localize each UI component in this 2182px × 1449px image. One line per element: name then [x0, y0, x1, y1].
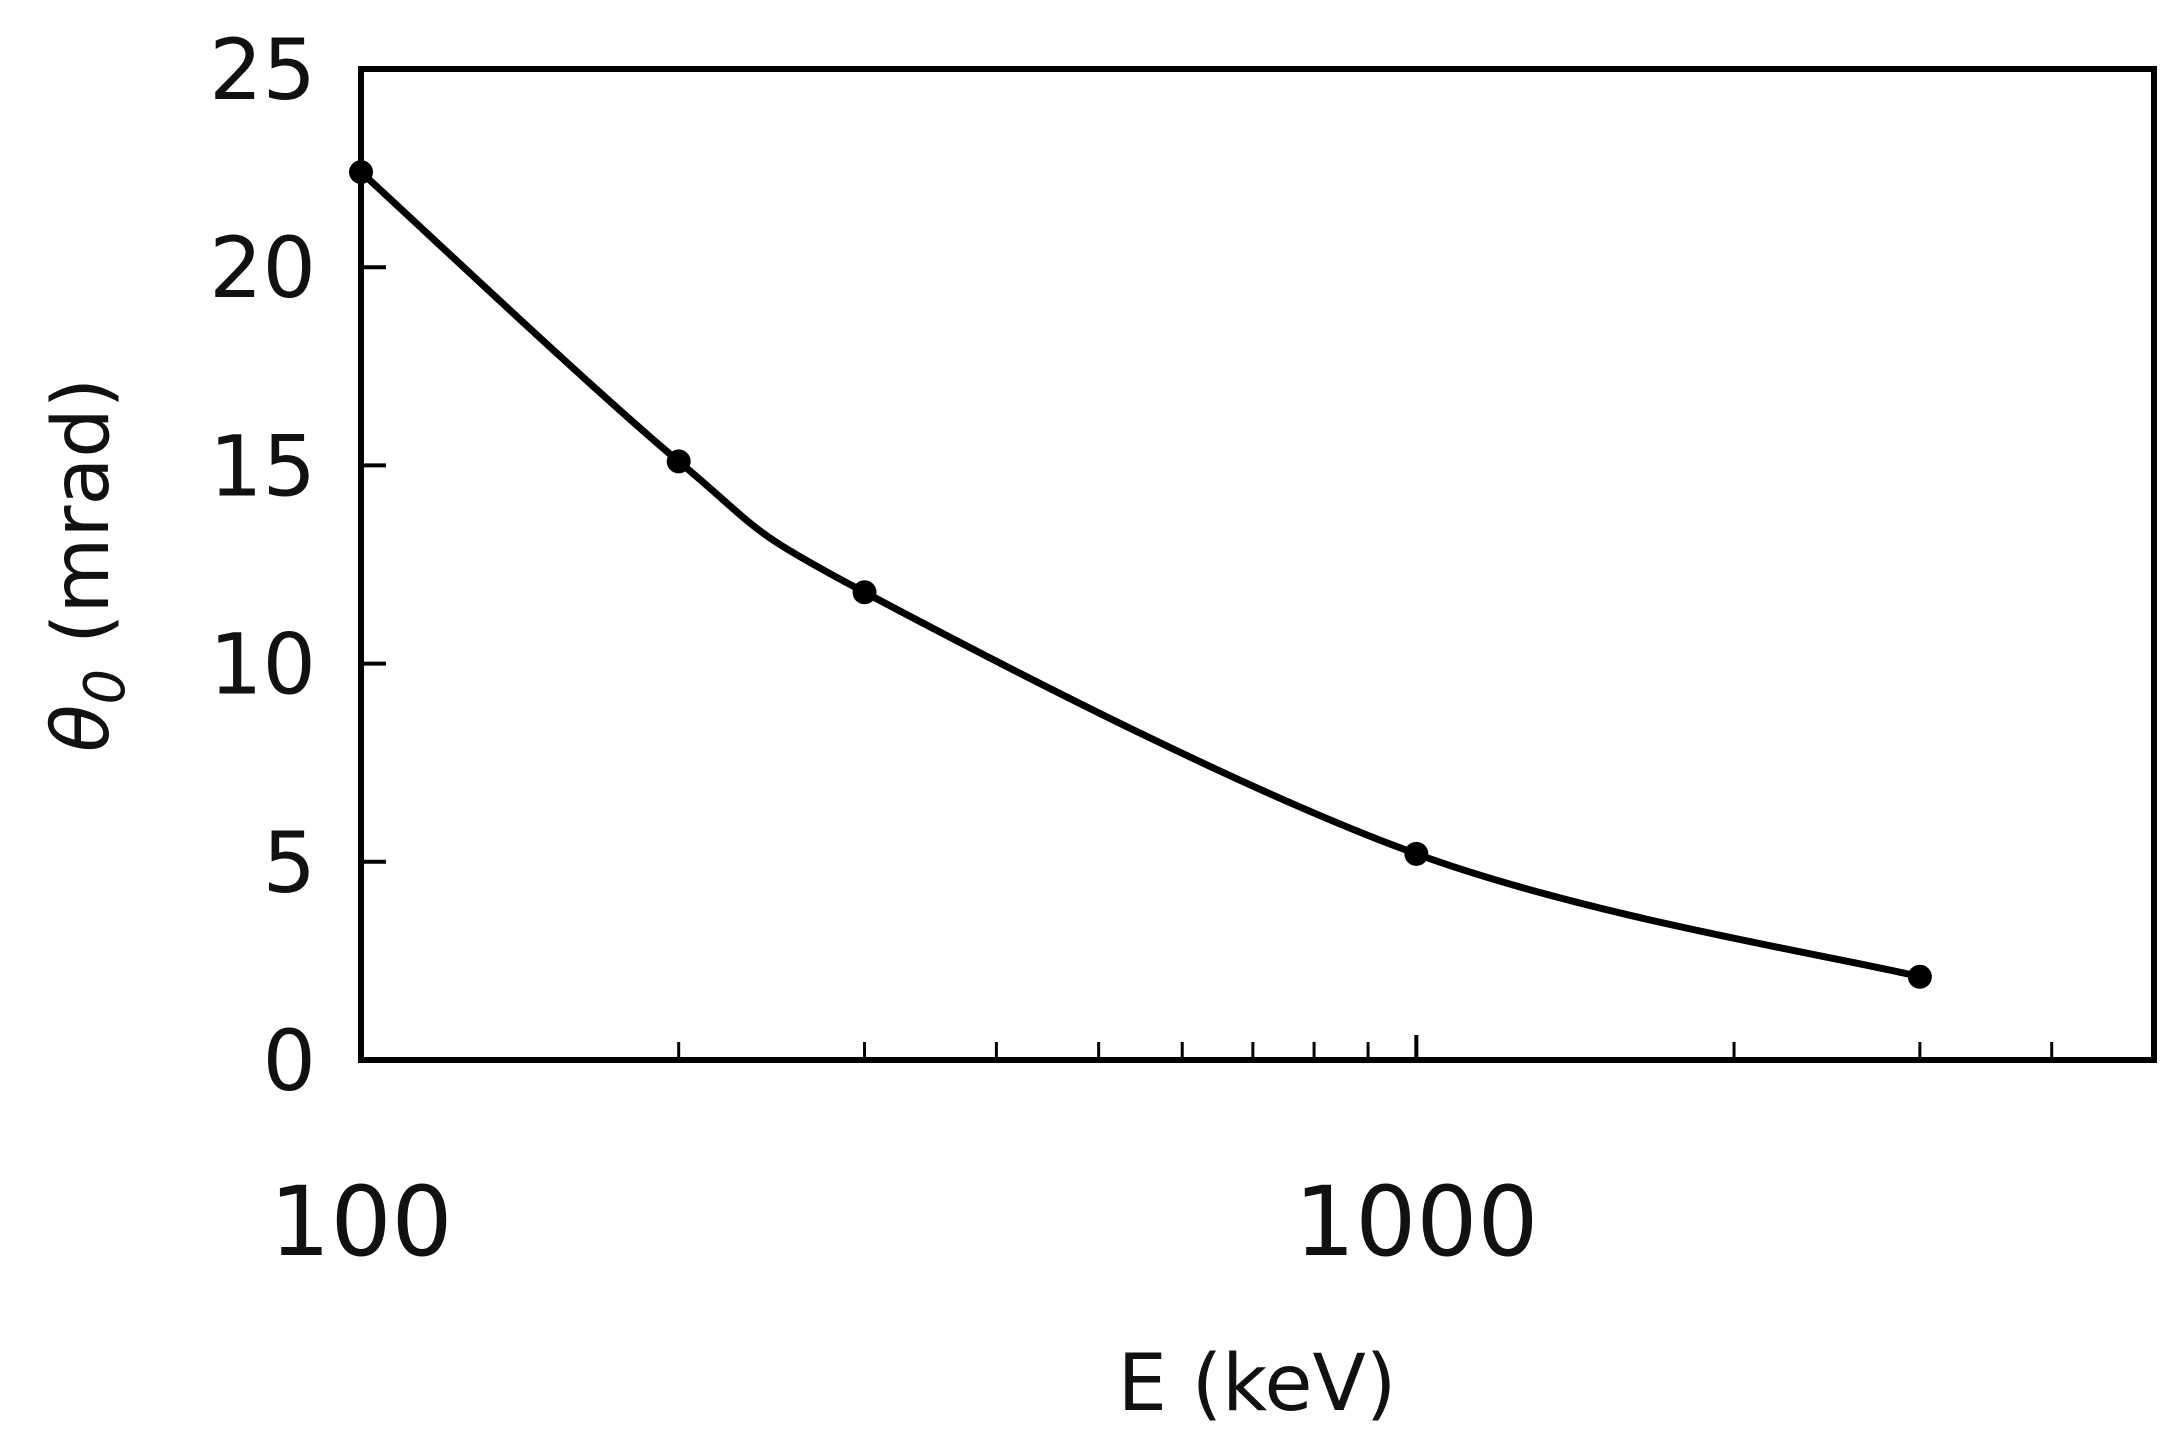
- data-point: [349, 160, 373, 185]
- y-axis-subscript: 0: [73, 669, 138, 705]
- data-point: [852, 580, 877, 605]
- y-tick-label: 25: [209, 21, 316, 119]
- y-tick-label: 20: [209, 219, 316, 317]
- y-tick-label: 10: [209, 616, 316, 714]
- data-point: [1907, 964, 1932, 989]
- x-axis-title: E (keV): [1118, 1339, 1397, 1429]
- y-tick-label: 5: [263, 814, 316, 912]
- x-tick-label: 1000: [1294, 1166, 1538, 1278]
- y-axis: 0 5 10 15 20 25: [209, 21, 386, 1110]
- y-axis-unit: (mrad): [37, 378, 127, 669]
- x-axis: 100 1000: [269, 1035, 2054, 1278]
- plot-area: [358, 66, 2157, 1063]
- y-axis-title: θ0 (mrad): [37, 378, 138, 752]
- y-tick-label: 0: [263, 1012, 316, 1110]
- series-layer: [349, 160, 1932, 989]
- plot-frame: [358, 66, 2157, 1063]
- data-point: [666, 449, 691, 474]
- series-line: [357, 168, 1924, 981]
- x-tick-label: 100: [269, 1166, 452, 1278]
- data-point: [1404, 841, 1429, 866]
- y-axis-symbol: θ: [37, 704, 127, 752]
- y-tick-label: 15: [209, 417, 316, 515]
